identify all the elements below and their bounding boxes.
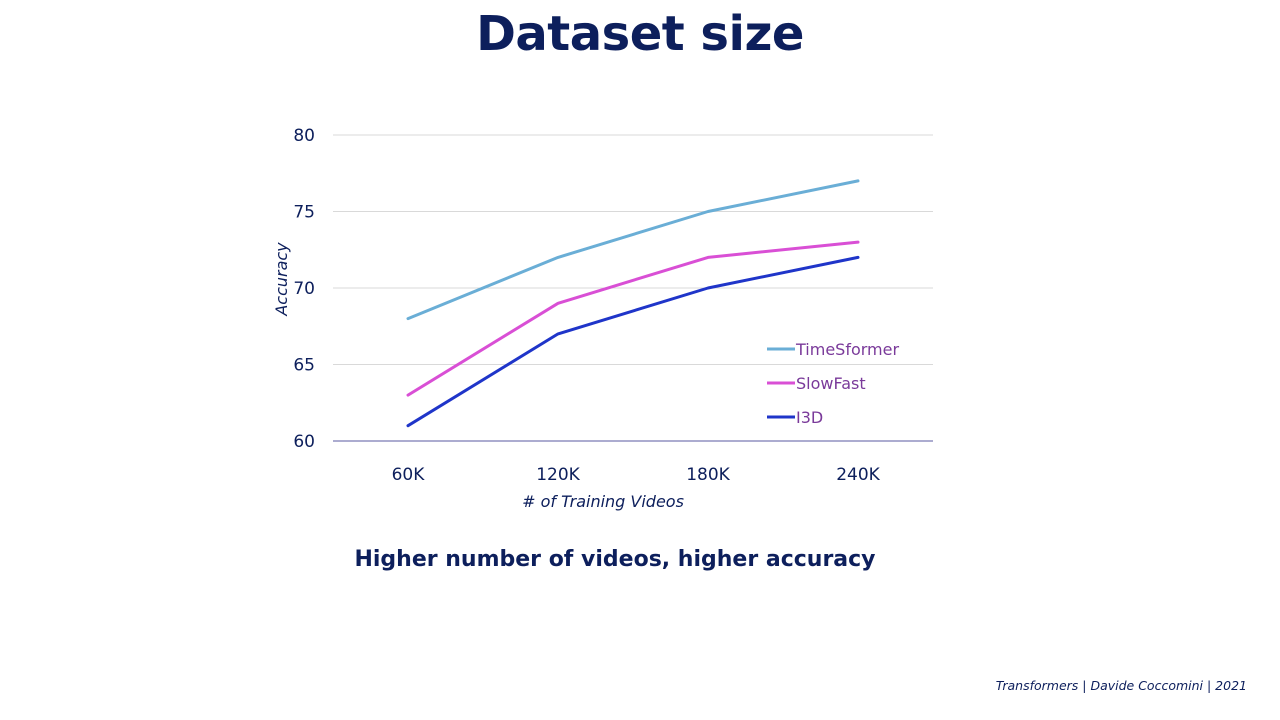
x-tick-label: 240K [836, 465, 880, 485]
y-tick-label: 80 [293, 126, 315, 146]
legend-label-timesformer: TimeSformer [795, 340, 899, 359]
y-tick-label: 75 [293, 203, 315, 223]
x-axis-title: # of Training Videos [522, 492, 684, 511]
slide-caption: Higher number of videos, higher accuracy [354, 547, 876, 572]
x-tick-label: 60K [392, 465, 426, 485]
series-line-i3d [406, 255, 860, 428]
series-line-timesformer [406, 179, 860, 321]
x-tick-label: 120K [536, 465, 580, 485]
y-tick-label: 70 [293, 279, 315, 299]
x-tick-label: 180K [686, 465, 730, 485]
slide-title: Dataset size [476, 6, 804, 62]
legend-label-i3d: I3D [796, 408, 823, 427]
y-tick-label: 60 [293, 432, 315, 452]
legend-label-slowfast: SlowFast [796, 374, 866, 393]
series-line-slowfast [406, 240, 860, 397]
y-tick-label: 65 [293, 356, 315, 376]
y-axis-title: Accuracy [272, 242, 291, 317]
slide-footer: Transformers | Davide Coccomini | 2021 [995, 678, 1247, 693]
